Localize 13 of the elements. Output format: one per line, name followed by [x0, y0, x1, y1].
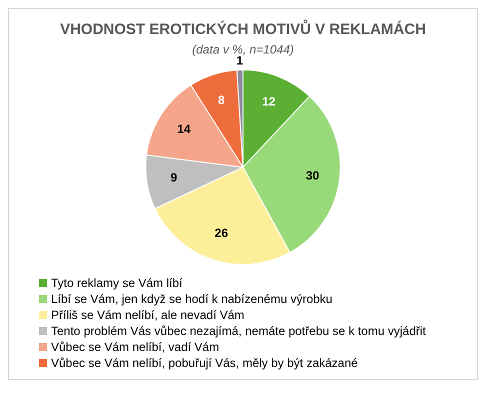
legend-label: Tyto reklamy se Vám líbí	[51, 276, 182, 290]
data-label: 8	[218, 92, 226, 107]
data-label: 14	[177, 122, 191, 136]
legend-label: Příliš se Vám nelíbí, ale nevadí Vám	[51, 308, 244, 322]
data-label: 26	[214, 226, 228, 240]
legend-label: Vůbec se Vám nelíbí, vadí Vám	[51, 340, 220, 354]
data-label: 9	[170, 170, 178, 184]
legend-label: Vůbec se Vám nelíbí, pobuřují Vás, měly by být zakázané	[51, 356, 358, 370]
chart-title: VHODNOST EROTICKÝCH MOTIVŮ V REKLAMÁCH	[60, 19, 426, 38]
legend-label: Tento problém Vás vůbec nezajímá, nemáte potřebu se k tomu vyjádřit	[51, 324, 426, 338]
data-label: 30	[306, 168, 320, 182]
data-label: 12	[262, 94, 276, 108]
legend-label: Líbí se Vám, jen když se hodí k nabízenému výrobku	[51, 292, 332, 306]
